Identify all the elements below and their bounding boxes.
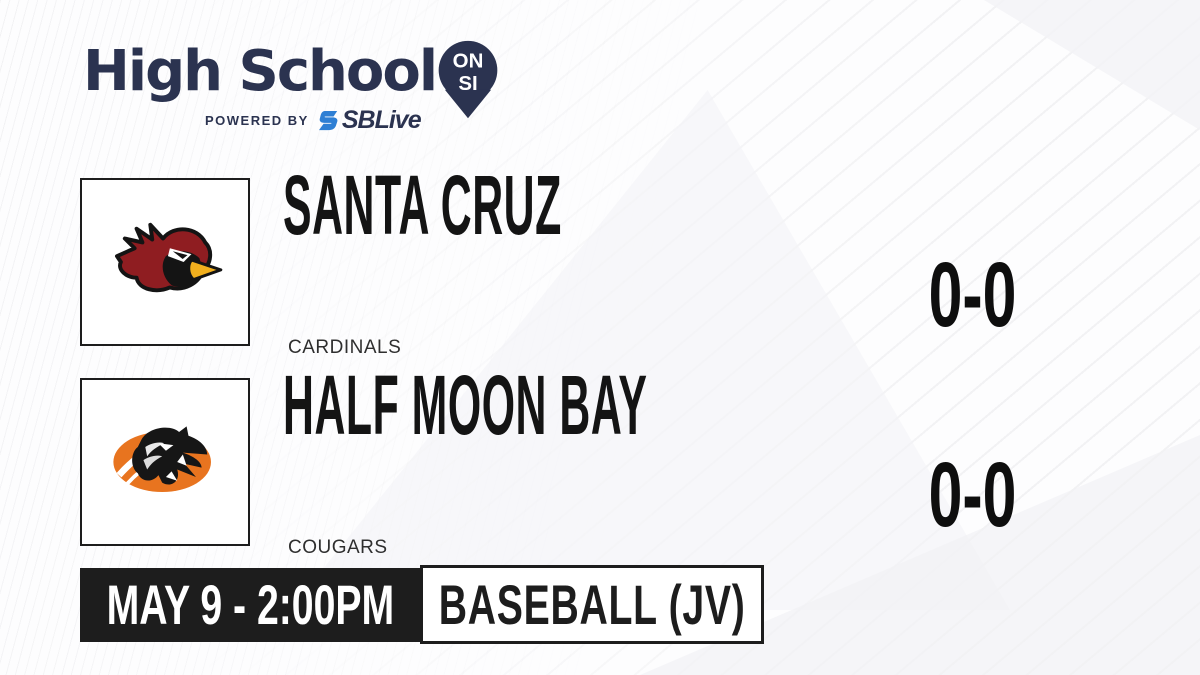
sblive-wordmark: SBLive: [341, 106, 422, 134]
team-mascot-label: COUGARS: [288, 537, 388, 558]
team-record: 0-0: [928, 444, 1017, 546]
date-time-text: MAY 9 - 2:00PM: [106, 573, 394, 636]
sblive-bolt-icon: [318, 110, 338, 130]
cardinal-head-logo-icon: [115, 222, 223, 293]
team-name: SANTA CRUZ: [283, 158, 562, 252]
pin-text-on: ON: [453, 50, 484, 73]
cougar-head-logo-icon: [113, 426, 211, 493]
on-si-pin-icon: ON SI: [436, 40, 500, 125]
event-banner: BASEBALL (JV): [420, 565, 764, 644]
team-mascot-label: CARDINALS: [288, 337, 402, 358]
team-logo-box: [80, 178, 250, 346]
sblive-logo: SBLive: [318, 106, 422, 135]
team-name: HALF MOON BAY: [283, 358, 648, 452]
team-logo-box: [80, 378, 250, 546]
powered-by-row: POWERED BY SBLive: [205, 106, 422, 135]
pin-text-si: SI: [458, 72, 477, 95]
date-time-banner: MAY 9 - 2:00PM: [80, 568, 420, 642]
powered-by-label: POWERED BY: [205, 113, 309, 128]
brand-title: High School: [83, 39, 438, 104]
event-text: BASEBALL (JV): [438, 572, 746, 636]
background-wedge: [984, 0, 1200, 130]
team-record: 0-0: [928, 244, 1017, 346]
